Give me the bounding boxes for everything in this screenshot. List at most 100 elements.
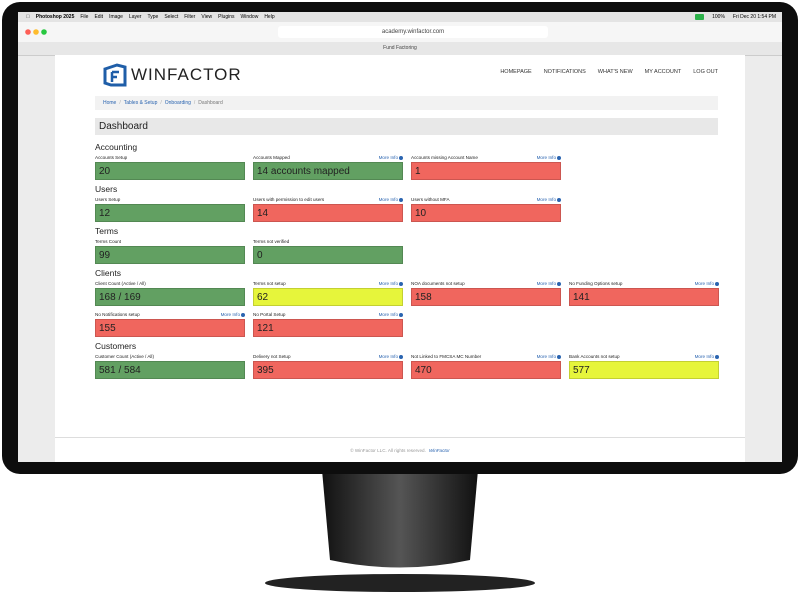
more-info-link[interactable]: More Info [695,279,719,288]
more-info-link[interactable]: More Info [695,352,719,361]
nav-link[interactable]: NOTIFICATIONS [543,69,586,75]
tile-label: Users with permission to edit users [253,197,325,202]
menu-item[interactable]: Select [160,14,178,20]
more-info-link[interactable]: More Info [379,310,403,319]
section-title: Clients [95,268,121,278]
tile-header: Delivery not Setup More Info [253,352,403,361]
more-info-link[interactable]: More Info [537,279,561,288]
close-button[interactable] [25,29,31,35]
logo[interactable]: WINFACTOR [103,63,242,87]
logo-mark [103,63,127,87]
more-info-link[interactable]: More Info [537,195,561,204]
breadcrumb-item[interactable]: Home [103,100,117,106]
tile: Not Linked to FMCSA MC Number More Info 47… [411,352,561,379]
menu-item[interactable]: View [197,14,212,20]
tile: Bank Accounts not setup More Info 577 [569,352,719,379]
zoom-button[interactable] [41,29,47,35]
tile-header: Terms not setup More Info [253,279,403,288]
menu-item[interactable]: Edit [90,14,103,20]
tile-value: 395 [253,361,403,379]
section-title: Customers [95,341,137,351]
tab[interactable]: Fund Factoring [18,42,782,56]
address-bar[interactable]: academy.winfactor.com [278,26,548,38]
section: Customers Customer Count (Active / All) 58… [95,341,719,383]
breadcrumb-item[interactable]: Onboarding [164,100,191,106]
nav-link[interactable]: MY ACCOUNT [644,69,682,75]
page-heading: Dashboard [95,118,718,135]
facetime-icon[interactable] [695,14,705,20]
more-info-link[interactable]: More Info [379,279,403,288]
tile-label: Users Setup [95,197,121,202]
tile-header: Accounts Mapped More Info [253,153,403,162]
tile: Users Setup 12 [95,195,245,222]
tile-header: No Funding Options setup More Info [569,279,719,288]
menu-item[interactable]: Filter [180,14,195,20]
logo-text: WINFACTOR [131,65,242,84]
tile-label: Client Count (Active / All) [95,281,146,286]
more-info-link[interactable]: More Info [379,352,403,361]
tile-header: Accounts missing Account Name More Info [411,153,561,162]
more-info-link[interactable]: More Info [379,195,403,204]
more-info-link[interactable]: More Info [537,352,561,361]
tile: Users without MFA More Info 10 [411,195,561,222]
tile: Delivery not Setup More Info 395 [253,352,403,379]
section: Accounting Accounts Setup 20 Accounts Mappe… [95,142,719,184]
tile-value: 14 accounts mapped [253,162,403,180]
menu-item[interactable]: Layer [125,14,142,20]
footer: © WinFactor LLC. All rights reserved. Win… [55,448,745,453]
menu-item[interactable]: Image [105,14,123,20]
nav-link[interactable]: LOG OUT [693,69,718,75]
menu-item[interactable]: File [76,14,88,20]
battery: 100% [712,14,725,20]
tile-grid: Customer Count (Active / All) 581 / 584 De… [95,352,719,383]
tile-label: No Funding Options setup [569,281,623,286]
nav-link[interactable]: HOMEPAGE [500,69,532,75]
tile-header: Accounts Setup [95,153,245,162]
tile-value: 0 [253,246,403,264]
tile-label: Accounts Setup [95,155,128,160]
section-title: Users [95,184,118,194]
nav-link[interactable]: WHAT'S NEW [597,69,633,75]
tile: No Funding Options setup More Info 141 [569,279,719,306]
section: Terms Terms Count 99 Terms not verified 0 [95,226,719,268]
section: Users Users Setup 12 Users with permission … [95,184,719,226]
tile-label: Terms not verified [253,239,290,244]
top-nav: HOMEPAGE NOTIFICATIONS WHAT'S NEW MY ACCOUN… [500,69,718,75]
tile: No Notifications setup More Info 155 [95,310,245,337]
minimize-button[interactable] [33,29,39,35]
tile: Accounts Mapped More Info 14 accounts mapp… [253,153,403,180]
tile-value: 14 [253,204,403,222]
tile-value: 99 [95,246,245,264]
tile-header: Terms Count [95,237,245,246]
browser-toolbar: academy.winfactor.com [18,22,782,42]
menu-bar:  Photoshop 2025 FileEditImageLayerTypeS… [18,12,782,22]
tile-header: Customer Count (Active / All) [95,352,245,361]
web-page: WINFACTOR HOMEPAGE NOTIFICATIONS WHAT'S NE… [55,55,745,462]
menu-item[interactable]: Window [236,14,259,20]
section: Clients Client Count (Active / All) 168 / … [95,268,719,341]
tile: Accounts missing Account Name More Info 1 [411,153,561,180]
menu-item[interactable]: Plugins [214,14,234,20]
more-info-link[interactable]: More Info [379,153,403,162]
clock[interactable]: Fri Dec 20 1:54 PM [732,14,776,20]
footer-link[interactable]: WinFactor [428,448,450,453]
tile-grid: Users Setup 12 Users with permission to ed… [95,195,719,226]
app-name[interactable]: Photoshop 2025 [32,14,75,20]
tile-label: Accounts Mapped [253,155,290,160]
breadcrumb-item: Dashboard [198,100,223,106]
tile-value: 577 [569,361,719,379]
more-info-link[interactable]: More Info [221,310,245,319]
tile: NOA documents not setup More Info 158 [411,279,561,306]
tile-label: NOA documents not setup [411,281,465,286]
menu-item[interactable]: Help [260,14,274,20]
tile-value: 168 / 169 [95,288,245,306]
apple-menu[interactable]:  [26,14,30,20]
tile-value: 141 [569,288,719,306]
menu-item[interactable]: Type [143,14,158,20]
breadcrumb-item[interactable]: Tables & Setup [123,100,158,106]
tile-header: Not Linked to FMCSA MC Number More Info [411,352,561,361]
more-info-link[interactable]: More Info [537,153,561,162]
tile-value: 470 [411,361,561,379]
section-title: Accounting [95,142,138,152]
screen:  Photoshop 2025 FileEditImageLayerTypeS… [18,12,782,462]
